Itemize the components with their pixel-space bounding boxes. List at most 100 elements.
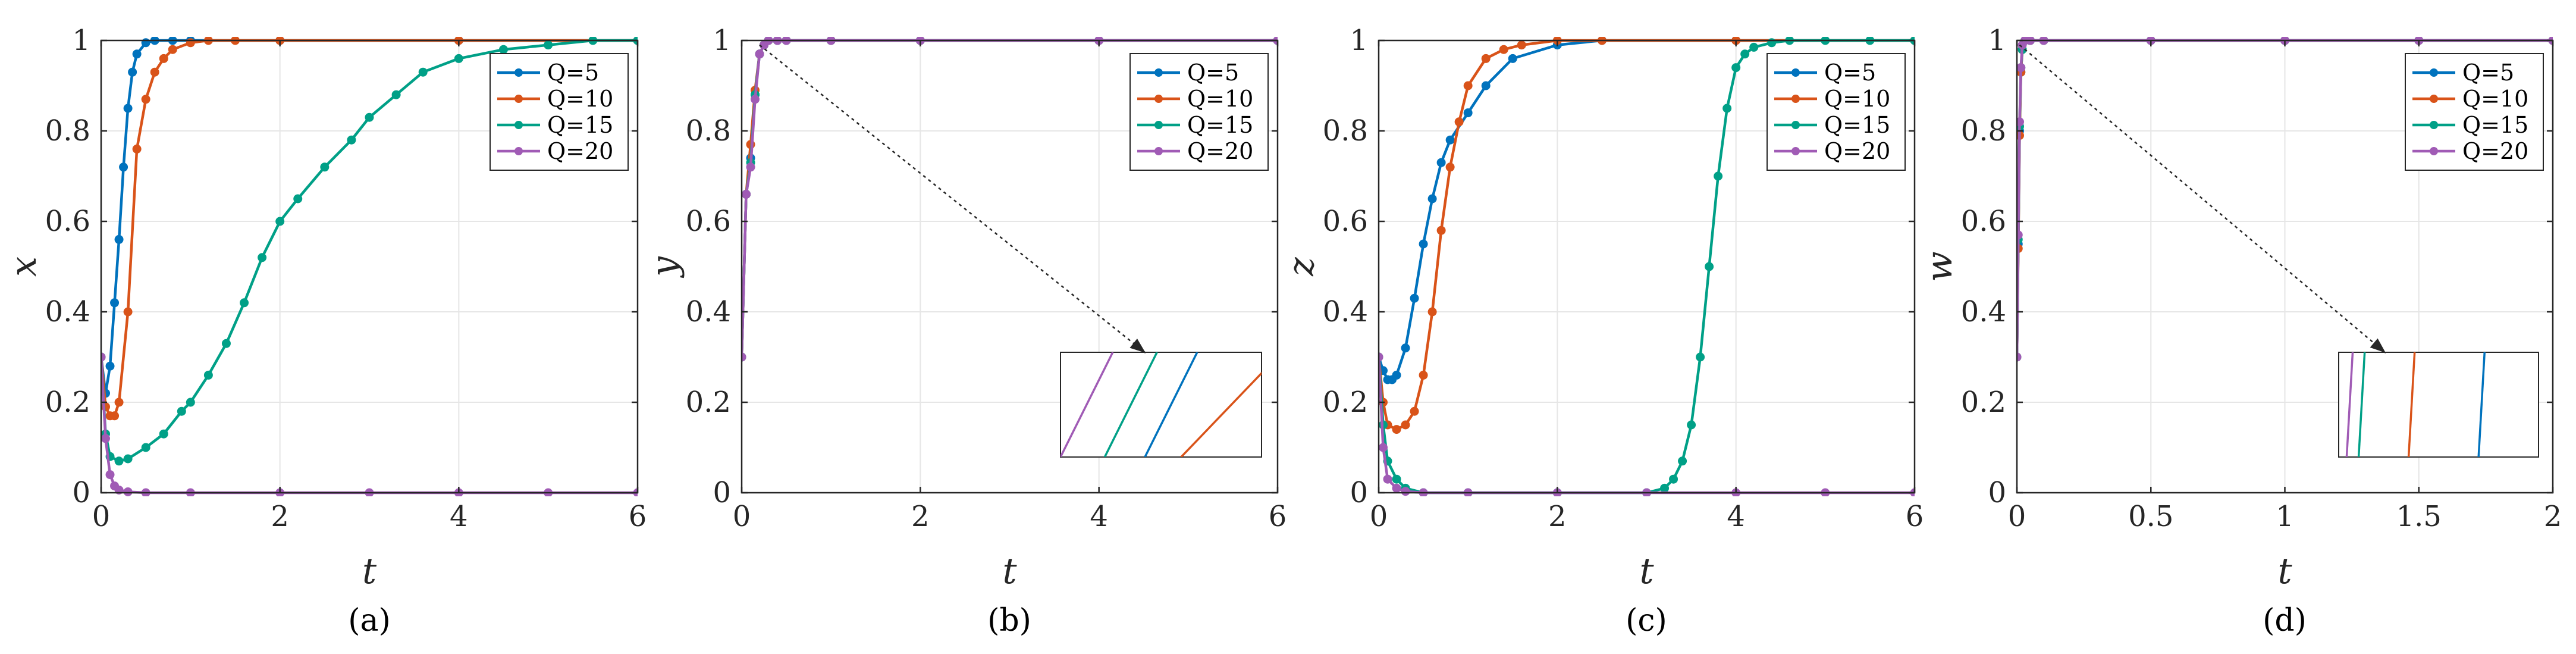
legend-marker xyxy=(1791,68,1800,77)
data-point xyxy=(1436,226,1446,235)
data-point xyxy=(1481,54,1491,63)
data-point xyxy=(1401,343,1410,353)
legend-marker xyxy=(1791,121,1800,129)
data-point xyxy=(1445,162,1455,172)
y-tick-label: 1 xyxy=(72,24,90,57)
data-point xyxy=(746,162,755,172)
panel-b: 0 2 4 6 0 0.2 0.4 0.6 0.8 1 t y (b) Q=5Q=10Q=15Q=20 xyxy=(644,24,1287,639)
data-point xyxy=(499,45,508,54)
data-point xyxy=(1481,81,1491,90)
data-point xyxy=(101,434,111,443)
y-tick-label: 0.4 xyxy=(1323,295,1368,328)
legend-marker xyxy=(1154,68,1163,77)
x-tick-label: 4 xyxy=(1727,500,1745,533)
inset-line xyxy=(2477,352,2486,457)
legend-marker xyxy=(1154,95,1163,103)
data-point xyxy=(1740,49,1750,59)
y-axis-label: z xyxy=(1281,257,1322,277)
legend-label: Q=20 xyxy=(1824,138,1890,164)
x-tick-label: 0 xyxy=(1370,500,1388,533)
x-tick-label: 2 xyxy=(911,500,930,533)
data-point xyxy=(1463,108,1473,118)
y-tick-label: 0.8 xyxy=(686,114,731,148)
data-point xyxy=(751,95,760,104)
legend-marker xyxy=(2430,68,2438,77)
legend-label: Q=15 xyxy=(2462,112,2528,138)
data-point xyxy=(1410,293,1419,303)
x-tick-label: 0 xyxy=(2008,500,2026,533)
x-tick-label: 0 xyxy=(92,500,111,533)
panel-caption: (c) xyxy=(1626,603,1667,639)
y-tick-label: 0 xyxy=(713,476,731,509)
data-point xyxy=(1722,104,1732,113)
data-point xyxy=(1379,352,1383,362)
x-tick-label: 4 xyxy=(1090,500,1108,533)
y-tick-label: 0.2 xyxy=(1323,386,1368,419)
data-point xyxy=(365,112,374,122)
data-point xyxy=(1392,370,1401,380)
data-point xyxy=(1379,443,1388,452)
data-point xyxy=(150,67,159,77)
data-point xyxy=(1392,474,1401,484)
data-point xyxy=(1749,42,1759,52)
data-point xyxy=(110,298,120,308)
legend-label: Q=10 xyxy=(2462,86,2528,112)
y-tick-label: 0.2 xyxy=(1961,386,2006,419)
series-line-q20 xyxy=(1379,356,1915,495)
y-tick-label: 0 xyxy=(72,476,90,509)
legend-marker xyxy=(2430,121,2438,129)
x-tick-label: 6 xyxy=(1906,500,1924,533)
legend-marker xyxy=(514,95,523,103)
axes-box xyxy=(100,39,639,494)
y-axis-label: w xyxy=(1919,251,1960,281)
data-point xyxy=(1410,406,1419,416)
legend-marker xyxy=(1154,121,1163,129)
data-point xyxy=(2017,63,2026,73)
x-tick-label: 6 xyxy=(629,500,647,533)
data-point xyxy=(2017,230,2023,240)
data-point xyxy=(141,95,150,104)
legend-label: Q=20 xyxy=(2462,138,2528,164)
data-point xyxy=(347,135,356,145)
data-point xyxy=(1419,239,1428,249)
data-point xyxy=(128,67,137,77)
legend-label: Q=15 xyxy=(1187,112,1253,138)
data-point xyxy=(2017,352,2022,362)
data-point xyxy=(132,144,142,154)
x-tick-label: 0 xyxy=(733,500,751,533)
y-tick-label: 1 xyxy=(713,24,731,57)
legend-marker xyxy=(1791,95,1800,103)
y-tick-label: 0.8 xyxy=(1961,114,2006,148)
data-point xyxy=(1454,117,1464,127)
data-point xyxy=(159,54,168,63)
y-tick-label: 0.8 xyxy=(45,114,90,148)
legend: Q=5Q=10Q=15Q=20 xyxy=(2405,53,2544,171)
data-point xyxy=(1392,483,1401,493)
data-point xyxy=(755,49,764,59)
data-point xyxy=(1463,81,1473,90)
x-tick-label: 2 xyxy=(1548,500,1567,533)
x-tick-label: 1 xyxy=(2276,500,2294,533)
data-point xyxy=(141,443,150,452)
zoom-inset xyxy=(759,44,1262,458)
data-point xyxy=(123,307,133,317)
data-point xyxy=(1687,420,1696,430)
legend-label: Q=5 xyxy=(2462,60,2514,86)
inset-box xyxy=(1060,352,1262,458)
legend-label: Q=15 xyxy=(1824,112,1890,138)
inset-line xyxy=(1180,371,1262,457)
legend-marker xyxy=(514,147,523,155)
inset-line xyxy=(2357,352,2366,457)
x-tick-label: 4 xyxy=(450,500,468,533)
x-tick-label: 0.5 xyxy=(2128,500,2173,533)
data-point xyxy=(1401,420,1410,430)
y-tick-label: 0.6 xyxy=(45,205,90,238)
x-axis-label: t xyxy=(1639,550,1654,592)
x-axis-label: t xyxy=(1002,550,1017,592)
data-point xyxy=(114,456,124,466)
data-point xyxy=(742,352,746,362)
data-point xyxy=(1678,456,1687,466)
legend: Q=5Q=10Q=15Q=20 xyxy=(1767,53,1906,171)
data-point xyxy=(1419,370,1428,380)
